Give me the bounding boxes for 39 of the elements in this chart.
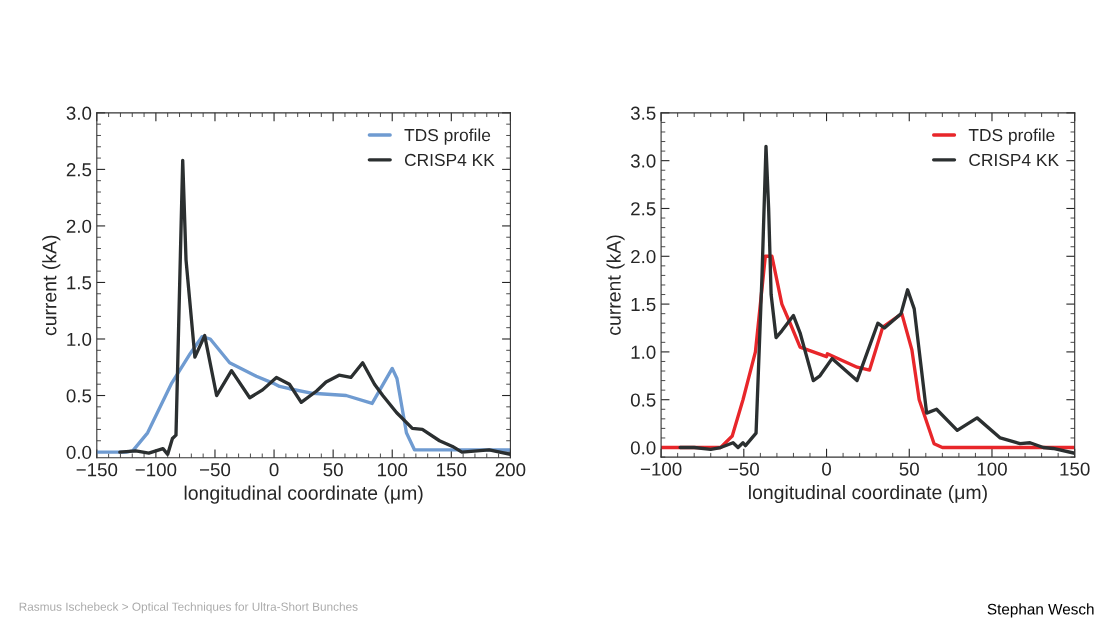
text: Stephan Wesch (987, 603, 1094, 618)
legend-label: TDS profile (404, 128, 491, 145)
y-tick-label: 2.0 (631, 249, 656, 264)
y-tick-label: 1.0 (631, 345, 656, 359)
x-axis-title: longitudinal coordinate (μm) (749, 484, 987, 504)
x-tick-label: −50 (199, 463, 231, 477)
y-tick-label: 1.0 (67, 332, 92, 346)
y-tick-label: 1.5 (67, 276, 92, 290)
y-tick-label: 3.0 (630, 154, 656, 168)
x-tick-label: 0 (269, 463, 279, 477)
y-tick-label: 0.5 (630, 393, 656, 407)
x-tick-label: 100 (977, 462, 1007, 476)
legend-label: CRISP4 KK (969, 153, 1059, 167)
x-axis-title: longitudinal coordinate (μm) (184, 485, 423, 504)
x-tick-label: 50 (899, 462, 919, 476)
y-tick-label: 2.5 (631, 202, 656, 216)
x-tick-label: −100 (135, 463, 177, 477)
x-tick-label: −50 (728, 462, 759, 476)
x-tick-label: 150 (1060, 462, 1090, 476)
legend-label: CRISP4 KK (404, 153, 495, 167)
text: Rasmus Ischebeck > Optical Techniques for Ultra-Short Bunches (19, 602, 358, 614)
y-tick-label: 2.5 (66, 163, 92, 177)
x-tick-label: 150 (437, 463, 467, 477)
x-tick-label: 0 (822, 462, 832, 476)
x-tick-label: 200 (495, 463, 526, 477)
x-tick-label: 100 (378, 463, 408, 477)
y-tick-label: 0.5 (66, 389, 92, 403)
y-tick-label: 2.0 (66, 219, 92, 233)
y-tick-label: 0.0 (66, 445, 92, 460)
x-tick-label: 50 (323, 463, 343, 477)
y-axis-title: current (kA) (42, 235, 61, 336)
y-tick-label: 0.0 (630, 441, 656, 455)
legend-label: TDS profile (968, 128, 1055, 145)
x-tick-label: −100 (640, 462, 682, 476)
x-tick-label: −150 (76, 463, 118, 477)
y-tick-label: 1.5 (631, 297, 656, 312)
y-tick-label: 3.0 (66, 106, 92, 120)
y-axis-title: current (kA) (606, 235, 625, 335)
y-tick-label: 3.5 (630, 106, 656, 120)
